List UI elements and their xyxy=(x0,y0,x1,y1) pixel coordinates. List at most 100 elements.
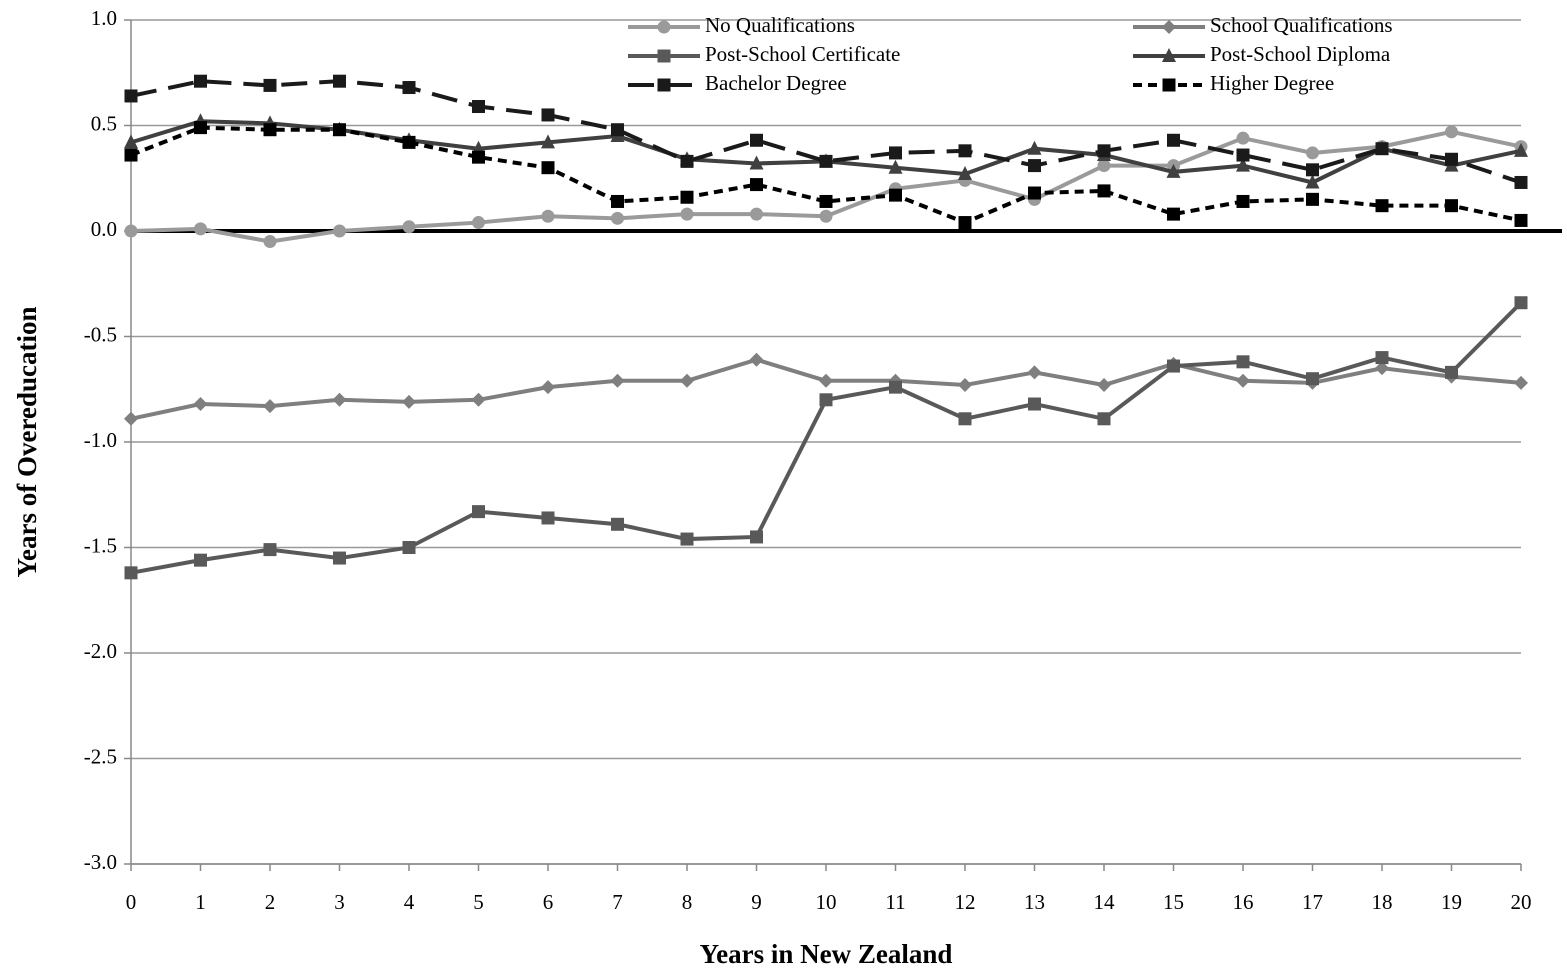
point xyxy=(680,154,694,168)
legend-label: Higher Degree xyxy=(1210,71,1334,95)
point xyxy=(1167,207,1180,221)
point xyxy=(1028,186,1041,200)
point xyxy=(124,134,138,149)
point xyxy=(332,392,347,407)
point xyxy=(749,155,764,170)
y-tick-label: -1.0 xyxy=(84,428,117,452)
point xyxy=(402,81,416,95)
point xyxy=(333,74,346,88)
x-tick-label: 14 xyxy=(1094,890,1116,914)
point xyxy=(1375,351,1389,365)
series-line xyxy=(130,301,1523,575)
point xyxy=(472,216,485,230)
point xyxy=(680,373,694,388)
point xyxy=(541,511,555,525)
point xyxy=(1097,412,1111,426)
point xyxy=(1445,199,1458,213)
point xyxy=(1097,378,1111,393)
legend-marker xyxy=(657,20,671,34)
point xyxy=(819,209,833,223)
point xyxy=(610,373,625,388)
x-tick-label: 11 xyxy=(885,890,905,914)
point xyxy=(611,517,624,531)
point xyxy=(1167,359,1180,373)
point xyxy=(541,161,555,175)
point xyxy=(958,412,972,426)
point xyxy=(1028,159,1041,173)
point xyxy=(1375,142,1389,156)
x-tick-label: 16 xyxy=(1233,890,1254,914)
point xyxy=(263,235,277,249)
point xyxy=(1305,174,1320,189)
point xyxy=(333,551,346,565)
y-tick-label: -3.0 xyxy=(84,850,117,874)
legend-label: Post-School Diploma xyxy=(1210,42,1391,66)
point xyxy=(680,207,694,221)
legend-marker xyxy=(1162,20,1176,34)
point xyxy=(402,135,416,149)
point xyxy=(750,530,763,544)
point xyxy=(263,543,277,557)
point xyxy=(124,224,138,238)
x-tick-label: 19 xyxy=(1441,890,1462,914)
point xyxy=(1236,373,1250,388)
y-tick-label: 0.5 xyxy=(91,111,117,135)
point xyxy=(472,505,485,519)
point xyxy=(471,392,486,407)
point xyxy=(819,154,833,168)
y-tick-label: 0.0 xyxy=(91,217,117,241)
point xyxy=(958,144,972,158)
point xyxy=(194,553,207,567)
point xyxy=(263,399,277,414)
legend-label: Bachelor Degree xyxy=(705,71,847,95)
point xyxy=(819,194,833,208)
point xyxy=(402,220,416,234)
x-tick-label: 12 xyxy=(955,890,976,914)
point xyxy=(1514,296,1528,310)
point xyxy=(124,411,138,426)
x-tick-label: 8 xyxy=(682,890,693,914)
point xyxy=(402,541,416,554)
point xyxy=(611,211,624,225)
legend-marker xyxy=(1162,48,1176,62)
point xyxy=(1236,131,1250,145)
point xyxy=(1167,133,1180,147)
point xyxy=(541,134,555,149)
y-tick-label: -2.5 xyxy=(84,744,117,768)
point xyxy=(263,123,277,137)
point xyxy=(333,224,346,238)
point xyxy=(819,393,833,407)
point xyxy=(124,148,138,162)
point xyxy=(1236,194,1250,208)
point xyxy=(193,397,208,412)
point xyxy=(958,378,972,393)
legend-label: School Qualifications xyxy=(1210,13,1393,37)
point xyxy=(124,566,138,580)
point xyxy=(888,159,903,174)
point xyxy=(541,209,555,223)
point xyxy=(194,222,207,236)
point xyxy=(194,74,207,88)
point xyxy=(889,380,902,394)
x-tick-label: 2 xyxy=(265,890,276,914)
point xyxy=(1236,148,1250,162)
point xyxy=(1166,163,1181,178)
point xyxy=(472,100,485,114)
x-tick-label: 13 xyxy=(1024,890,1045,914)
point xyxy=(958,166,972,181)
y-tick-label: 1.0 xyxy=(91,6,117,30)
point xyxy=(1306,372,1319,386)
point xyxy=(541,108,555,122)
point xyxy=(194,121,207,135)
x-tick-label: 0 xyxy=(126,890,137,914)
legend-marker xyxy=(1162,78,1176,92)
x-tick-label: 3 xyxy=(334,890,345,914)
point xyxy=(1514,175,1528,189)
point xyxy=(124,89,138,103)
point xyxy=(263,78,277,92)
point xyxy=(1375,199,1389,213)
point xyxy=(1445,365,1458,379)
y-tick-label: -0.5 xyxy=(84,322,117,346)
point xyxy=(472,150,485,164)
series-line xyxy=(130,79,1522,185)
